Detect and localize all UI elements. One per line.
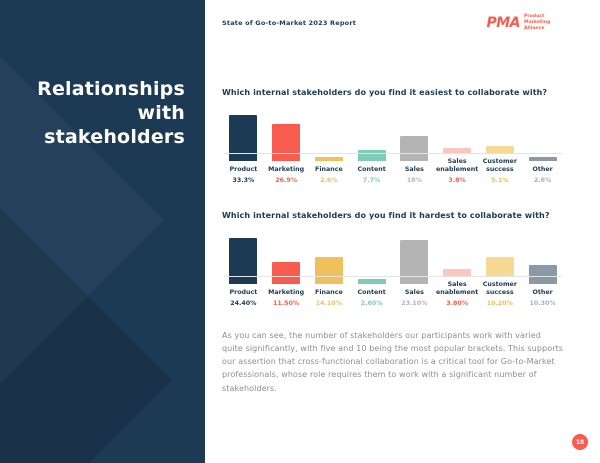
bar-marketing bbox=[272, 262, 301, 285]
sidebar: Relationships with stakeholders bbox=[0, 0, 205, 463]
bar-area bbox=[265, 238, 308, 285]
bar-area bbox=[393, 238, 436, 285]
value-label: 2.60% bbox=[360, 299, 383, 307]
bar-area bbox=[265, 115, 308, 162]
value-label: 26.9% bbox=[275, 176, 298, 184]
bar-other bbox=[528, 265, 557, 285]
chart-column-other: Other 2.6% bbox=[521, 115, 564, 184]
value-label: 24.40% bbox=[230, 299, 257, 307]
value-label: 10.30% bbox=[529, 299, 556, 307]
chart-baseline bbox=[224, 275, 562, 277]
bar-area bbox=[308, 238, 351, 285]
value-label: 2.6% bbox=[533, 176, 552, 184]
pma-logo: PMA Product Marketing Alliance bbox=[486, 14, 564, 32]
chart-column-customer-success: Customer success 5.1% bbox=[479, 107, 522, 184]
bar-chart: Product 24.40% Marketing 11.50% Finance 14.10… bbox=[222, 230, 564, 307]
category-label: Customer success bbox=[482, 280, 517, 297]
bar-other bbox=[528, 157, 557, 162]
chart-title: Which internal stakeholders do you find … bbox=[222, 87, 548, 97]
main-content: State of Go-to-Market 2023 Report PMA Pr… bbox=[205, 0, 600, 463]
value-label: 3.8% bbox=[448, 176, 466, 184]
bar-marketing bbox=[272, 124, 301, 162]
bar-sales bbox=[400, 240, 429, 285]
category-label: Sales bbox=[404, 166, 424, 174]
chart-column-sales-enablement: Sales enablement 3.80% bbox=[436, 230, 479, 307]
bar-sales-enablement bbox=[443, 268, 472, 276]
pma-logo-name: Product Marketing Alliance bbox=[524, 14, 551, 31]
bar-sales-enablement bbox=[443, 147, 472, 153]
bar-product bbox=[229, 238, 258, 285]
bar-customer-success bbox=[485, 256, 514, 276]
value-label: 18% bbox=[406, 176, 422, 184]
chart-column-finance: Finance 2.6% bbox=[308, 115, 351, 184]
value-label: 23.10% bbox=[401, 299, 428, 307]
chart-column-sales: Sales 18% bbox=[393, 115, 436, 184]
bar-content bbox=[357, 150, 386, 162]
chart-title: Which internal stakeholders do you find … bbox=[222, 210, 550, 220]
page-title: Relationships with stakeholders bbox=[37, 78, 185, 148]
bar-customer-success bbox=[485, 145, 514, 153]
category-label: Other bbox=[532, 289, 553, 297]
bar-area bbox=[436, 107, 479, 153]
chart-column-finance: Finance 14.10% bbox=[308, 238, 351, 307]
bar-area bbox=[436, 230, 479, 276]
bar-sales bbox=[400, 136, 429, 162]
bar-finance bbox=[314, 157, 343, 162]
bar-area bbox=[222, 238, 265, 285]
value-label: 14.10% bbox=[315, 299, 342, 307]
value-label: 33.3% bbox=[232, 176, 255, 184]
value-label: 7.7% bbox=[362, 176, 381, 184]
bar-chart: Product 33.3% Marketing 26.9% Finance 2.6% Con… bbox=[222, 107, 564, 184]
category-label: Sales enablement bbox=[435, 157, 479, 174]
chart-column-customer-success: Customer success 10.20% bbox=[479, 230, 522, 307]
value-label: 10.20% bbox=[486, 299, 513, 307]
body-paragraph: As you can see, the number of stakeholde… bbox=[222, 330, 564, 393]
chart-column-content: Content 7.7% bbox=[350, 115, 393, 184]
chart-column-marketing: Marketing 11.50% bbox=[265, 238, 308, 307]
value-label: 3.80% bbox=[446, 299, 469, 307]
bar-area bbox=[350, 238, 393, 285]
page-header: State of Go-to-Market 2023 Report PMA Pr… bbox=[222, 14, 564, 32]
chart-easiest-collaborate: Which internal stakeholders do you find … bbox=[222, 88, 564, 184]
category-label: Sales bbox=[404, 289, 424, 297]
chart-column-product: Product 24.40% bbox=[222, 238, 265, 307]
bar-area bbox=[393, 115, 436, 162]
category-label: Other bbox=[532, 166, 553, 174]
bar-content bbox=[357, 279, 386, 285]
bar-area bbox=[222, 115, 265, 162]
bar-area bbox=[308, 115, 351, 162]
value-label: 11.50% bbox=[273, 299, 300, 307]
category-label: Finance bbox=[315, 289, 343, 297]
chart-column-marketing: Marketing 26.9% bbox=[265, 115, 308, 184]
chart-baseline bbox=[224, 152, 562, 154]
bar-area bbox=[479, 230, 522, 276]
chart-column-other: Other 10.30% bbox=[521, 238, 564, 307]
bar-finance bbox=[314, 257, 343, 285]
bar-product bbox=[229, 115, 258, 162]
bar-area bbox=[521, 238, 564, 285]
category-label: Customer success bbox=[482, 157, 517, 174]
chart-column-sales-enablement: Sales enablement 3.8% bbox=[436, 107, 479, 184]
bar-area bbox=[521, 115, 564, 162]
category-label: Content bbox=[357, 166, 386, 174]
category-label: Product bbox=[229, 166, 258, 174]
page-number-badge: 18 bbox=[572, 434, 588, 450]
bar-area bbox=[350, 115, 393, 162]
chart-column-sales: Sales 23.10% bbox=[393, 238, 436, 307]
chart-column-product: Product 33.3% bbox=[222, 115, 265, 184]
pma-logo-mark: PMA bbox=[486, 14, 520, 31]
category-label: Marketing bbox=[268, 289, 305, 297]
category-label: Finance bbox=[315, 166, 343, 174]
category-label: Marketing bbox=[268, 166, 305, 174]
chart-hardest-collaborate: Which internal stakeholders do you find … bbox=[222, 211, 564, 307]
category-label: Content bbox=[357, 289, 386, 297]
category-label: Sales enablement bbox=[435, 280, 479, 297]
report-title: State of Go-to-Market 2023 Report bbox=[222, 19, 357, 27]
category-label: Product bbox=[229, 289, 258, 297]
value-label: 2.6% bbox=[320, 176, 338, 184]
bar-area bbox=[479, 107, 522, 153]
chart-column-content: Content 2.60% bbox=[350, 238, 393, 307]
value-label: 5.1% bbox=[491, 176, 509, 184]
